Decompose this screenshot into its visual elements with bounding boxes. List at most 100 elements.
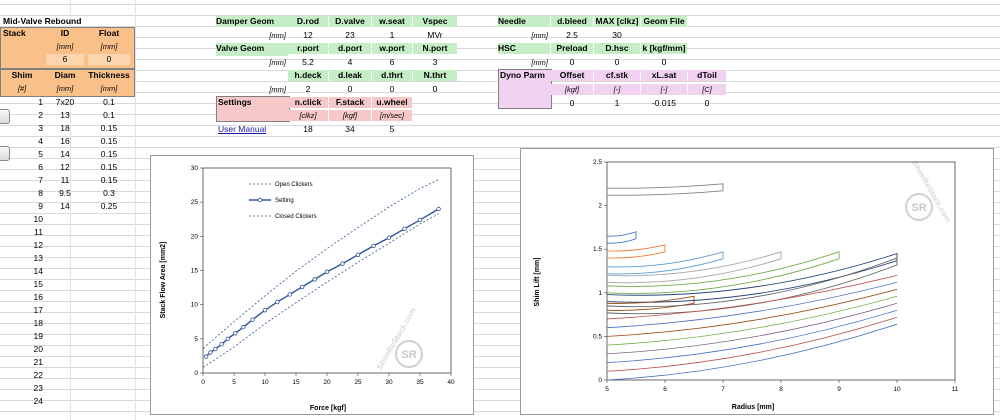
v-d-rod[interactable]: 12 bbox=[303, 30, 313, 40]
v-d-bleed[interactable]: 2.5 bbox=[566, 30, 578, 40]
shim-diam-cell[interactable] bbox=[46, 318, 84, 329]
shim-diam-cell[interactable] bbox=[46, 266, 84, 277]
v-k[interactable]: 0 bbox=[661, 57, 667, 67]
shim-thickness-cell[interactable]: 0.15 bbox=[100, 123, 118, 133]
shim-thickness-cell[interactable] bbox=[88, 357, 130, 368]
chart1-x-tick-label: 10 bbox=[261, 379, 269, 386]
v-cf-stk[interactable]: 1 bbox=[614, 98, 620, 108]
legend-setting-marker bbox=[257, 197, 263, 203]
v-n-click[interactable]: 18 bbox=[303, 124, 313, 134]
shim-diam-cell[interactable]: 18 bbox=[60, 123, 70, 133]
column-line bbox=[70, 0, 71, 420]
v-d-thrt[interactable]: 0 bbox=[389, 84, 395, 94]
v-vspec[interactable]: MVr bbox=[427, 30, 443, 40]
shim-diam-cell[interactable] bbox=[46, 370, 84, 381]
mid-valve-title: Mid-Valve Rebound bbox=[3, 16, 82, 26]
v-n-port[interactable]: 3 bbox=[432, 57, 438, 67]
macro-button[interactable] bbox=[0, 146, 10, 161]
shim-thickness-cell[interactable]: 0.1 bbox=[103, 97, 115, 107]
shim-diam-cell[interactable] bbox=[46, 305, 84, 316]
v-w-seat[interactable]: 1 bbox=[389, 30, 395, 40]
chart2-y-tick-label: 2 bbox=[598, 203, 602, 210]
shim-diam-cell[interactable] bbox=[46, 344, 84, 355]
shim-lift-chart-svg: Shim Lift [mm] Radius [mm] SR ShimReStac… bbox=[534, 159, 959, 411]
shim-thickness-cell[interactable]: 0.3 bbox=[103, 188, 115, 198]
shim-deflection-curve bbox=[606, 274, 898, 320]
v-r-port[interactable]: 5.2 bbox=[302, 57, 314, 67]
shim-diam-cell[interactable] bbox=[46, 214, 84, 225]
flow-area-chart[interactable]: Stack Flow Area [mm2] Force [kgf] Open C… bbox=[150, 155, 474, 415]
float-value[interactable]: 0 bbox=[88, 54, 130, 65]
shim-diam-cell[interactable]: 14 bbox=[60, 149, 70, 159]
id-value[interactable]: 6 bbox=[46, 54, 84, 65]
shim-number: 3 bbox=[38, 123, 43, 133]
shim-thickness-cell[interactable]: 0.15 bbox=[100, 149, 118, 159]
shim-diam-cell[interactable] bbox=[46, 292, 84, 303]
shim-number: 1 bbox=[38, 97, 43, 107]
shim-diam-cell[interactable] bbox=[46, 240, 84, 251]
shim-thickness-cell[interactable] bbox=[88, 227, 130, 238]
shim-2-outline bbox=[606, 231, 637, 244]
shim-diam-cell[interactable]: 9.5 bbox=[59, 188, 71, 198]
shim-number: 21 bbox=[33, 357, 43, 367]
v-offset[interactable]: 0 bbox=[569, 98, 575, 108]
shim-diam-cell[interactable] bbox=[46, 383, 84, 394]
chart1-legend: Open Clickers Setting Closed Clickers bbox=[249, 182, 317, 220]
chart1-y-tick-label: 0 bbox=[194, 370, 198, 377]
shim-thickness-cell[interactable] bbox=[88, 253, 130, 264]
shim-number: 15 bbox=[33, 279, 43, 289]
shim-diam-cell[interactable] bbox=[46, 279, 84, 290]
shim-diam-cell[interactable] bbox=[46, 227, 84, 238]
shim-diam-cell[interactable] bbox=[46, 331, 84, 342]
shim-thickness-cell[interactable] bbox=[88, 305, 130, 316]
shim-diam-cell[interactable] bbox=[46, 357, 84, 368]
shim-diam-cell[interactable] bbox=[46, 396, 84, 407]
v-w-port[interactable]: 6 bbox=[389, 57, 395, 67]
v-xl-sat[interactable]: -0.015 bbox=[651, 98, 677, 108]
shim-thickness-cell[interactable]: 0.15 bbox=[100, 162, 118, 172]
shim-thickness-cell[interactable] bbox=[88, 383, 130, 394]
shim-diam-cell[interactable] bbox=[46, 253, 84, 264]
shim-thickness-cell[interactable] bbox=[88, 344, 130, 355]
shim-thickness-cell[interactable] bbox=[88, 370, 130, 381]
user-manual-link[interactable]: User Manual bbox=[218, 124, 267, 134]
shim-thickness-cell[interactable] bbox=[88, 292, 130, 303]
shim-diam-cell[interactable]: 7x20 bbox=[55, 97, 75, 107]
shim-thickness-cell[interactable]: 0.15 bbox=[100, 136, 118, 146]
v-u-wheel[interactable]: 5 bbox=[389, 124, 395, 134]
v-dtoil[interactable]: 0 bbox=[704, 98, 710, 108]
chart2-y-tick-label: 1 bbox=[598, 290, 602, 297]
id-unit: [mm] bbox=[56, 42, 74, 51]
shim-thickness-cell[interactable] bbox=[88, 266, 130, 277]
v-preload[interactable]: 0 bbox=[569, 57, 575, 67]
v-d-leak[interactable]: 0 bbox=[347, 84, 353, 94]
shim-diam-cell[interactable]: 12 bbox=[60, 162, 70, 172]
shim-diam-cell[interactable]: 11 bbox=[60, 175, 70, 185]
shim-thickness-cell[interactable] bbox=[88, 318, 130, 329]
v-d-valve[interactable]: 23 bbox=[345, 30, 355, 40]
shim-diam-cell[interactable]: 13 bbox=[60, 110, 70, 120]
v-n-thrt[interactable]: 0 bbox=[432, 84, 438, 94]
v-h-deck[interactable]: 2 bbox=[305, 84, 311, 94]
macro-button[interactable] bbox=[0, 109, 10, 124]
shim-thickness-cell[interactable]: 0.15 bbox=[100, 175, 118, 185]
v-f-stack[interactable]: 34 bbox=[345, 124, 355, 134]
shim-thickness-cell[interactable] bbox=[88, 331, 130, 342]
shim-thickness-cell[interactable]: 0.1 bbox=[103, 110, 115, 120]
h-vspec: Vspec bbox=[413, 16, 457, 27]
shim-thickness-cell[interactable] bbox=[88, 396, 130, 407]
setting-point bbox=[213, 346, 218, 352]
shim-thickness-cell[interactable] bbox=[88, 214, 130, 225]
unit-mm: [mm] bbox=[269, 31, 286, 40]
shim-thickness-cell[interactable]: 0.25 bbox=[100, 201, 118, 211]
shim-number: 18 bbox=[33, 318, 43, 328]
shim-thickness-cell[interactable] bbox=[88, 279, 130, 290]
shim-thickness-cell[interactable] bbox=[88, 240, 130, 251]
v-max-clkz[interactable]: 30 bbox=[612, 30, 622, 40]
shim-diam-cell[interactable]: 14 bbox=[60, 201, 70, 211]
v-d-port[interactable]: 4 bbox=[347, 57, 353, 67]
hsc-label: HSC bbox=[498, 43, 550, 54]
shim-diam-cell[interactable]: 16 bbox=[60, 136, 70, 146]
v-d-hsc[interactable]: 0 bbox=[614, 57, 620, 67]
shim-lift-chart[interactable]: Shim Lift [mm] Radius [mm] SR ShimReStac… bbox=[520, 148, 994, 415]
